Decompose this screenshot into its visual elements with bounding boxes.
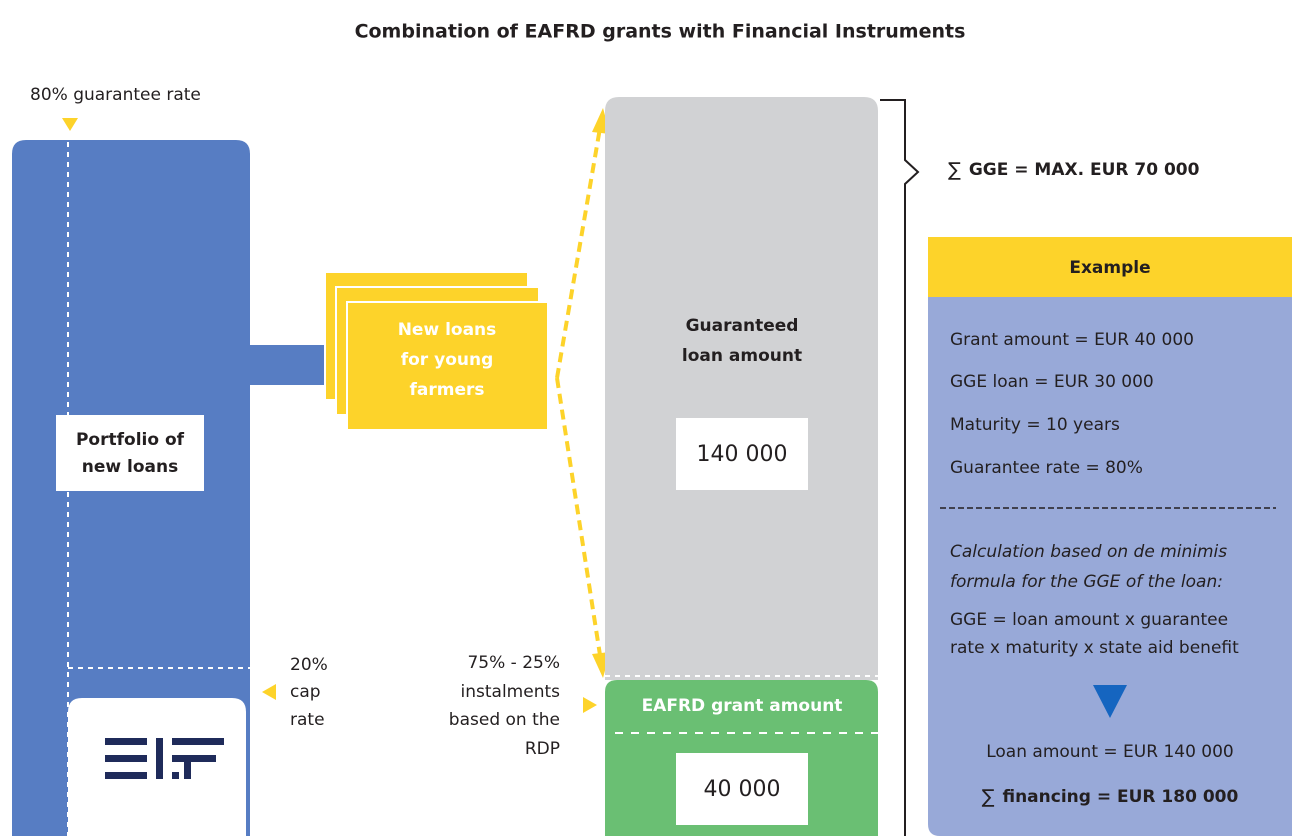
instalments: RDP xyxy=(525,739,560,759)
new-loans: for young xyxy=(401,350,494,370)
loan-amount: Loan amount = EUR 140 000 xyxy=(986,742,1234,762)
amount-box xyxy=(676,418,808,490)
gge-max-text: GGE = MAX. EUR 70 000 xyxy=(969,160,1200,180)
new-loans: farmers xyxy=(410,380,485,400)
formula: rate x maturity x state aid benefit xyxy=(950,638,1239,658)
dashed-arrow xyxy=(555,127,602,656)
guaranteed-label: Guaranteed xyxy=(686,316,799,336)
example-line: Grant amount = EUR 40 000 xyxy=(950,330,1194,350)
instalments: instalments xyxy=(461,682,561,702)
financing: ∑ financing = EUR 180 000 xyxy=(982,786,1239,808)
card xyxy=(346,301,549,431)
guarantee-rate-label: 80% guarantee rate xyxy=(30,85,201,105)
calculation: formula for the GGE of the loan: xyxy=(950,572,1223,592)
cap-rate: rate xyxy=(290,710,325,730)
gge-max: ∑ GGE = MAX. EUR 70 000 xyxy=(948,159,1200,181)
example-line: GGE loan = EUR 30 000 xyxy=(950,372,1154,392)
marker xyxy=(62,118,78,131)
example-title: Example xyxy=(1069,258,1150,278)
down-arrow xyxy=(1093,685,1127,718)
marker xyxy=(262,684,276,700)
title: Combination of EAFRD grants with Financi… xyxy=(355,21,966,43)
guaranteed-box xyxy=(605,97,878,680)
brace xyxy=(880,99,920,836)
calculation: Calculation based on de minimis xyxy=(950,542,1227,562)
example-body xyxy=(928,297,1292,836)
formula: GGE = loan amount x guarantee xyxy=(950,610,1228,630)
portfolio-label: new loans xyxy=(82,457,178,477)
eif-logo xyxy=(105,738,224,779)
amount-box xyxy=(676,753,808,825)
marker xyxy=(583,697,597,713)
sum-symbol: ∑ xyxy=(948,159,961,181)
portfolio-label: Portfolio of xyxy=(76,430,185,450)
example-header xyxy=(928,237,1292,297)
instalments: based on the xyxy=(449,710,560,730)
grant-label: EAFRD grant amount xyxy=(642,696,843,716)
grant-amount: 40 000 xyxy=(704,777,781,802)
portfolio-box xyxy=(56,415,204,491)
new-loans: New loans xyxy=(398,320,497,340)
instalments: 75% - 25% xyxy=(467,653,560,673)
cap-rate: 20% xyxy=(290,655,328,675)
example-line: Guarantee rate = 80% xyxy=(950,458,1143,478)
cap-rate: cap xyxy=(290,682,321,702)
guaranteed-amount: 140 000 xyxy=(697,442,788,467)
financing-text: financing = EUR 180 000 xyxy=(1002,787,1238,807)
guaranteed-label: loan amount xyxy=(682,346,802,366)
sum-symbol: ∑ xyxy=(982,786,995,808)
example-line: Maturity = 10 years xyxy=(950,415,1120,435)
